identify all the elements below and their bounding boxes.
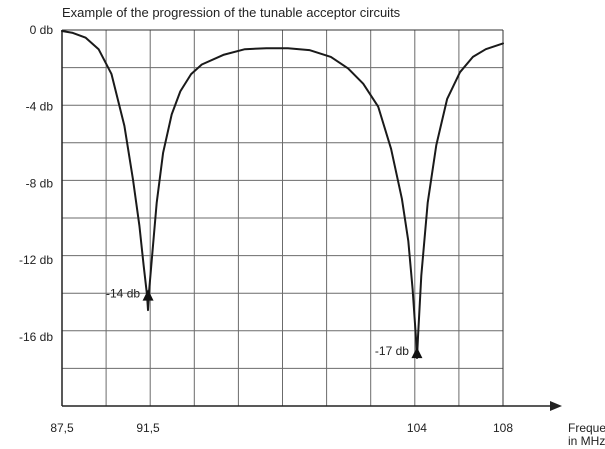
x-tick-label: 91,5 [136,421,160,435]
y-tick-label: -12 db [19,253,53,267]
x-tick-label: 104 [407,421,427,435]
series-line [61,30,504,359]
x-axis-title-line-2: in MHz [568,434,605,448]
y-tick-label: -8 db [26,176,54,190]
notch-marker [142,289,154,301]
notch-marker [411,347,423,359]
x-tick-label: 108 [493,421,513,435]
notch-label: -17 db [375,344,409,358]
y-tick-label: -4 db [26,100,54,114]
series-layer [61,30,504,359]
x-axis-title-line-1: Frequency [568,421,605,435]
y-tick-label: 0 db [30,23,54,37]
chart-title: Example of the progression of the tunabl… [62,5,401,20]
y-tick-label: -16 db [19,330,53,344]
y-tick-labels: 0 db -4 db -8 db -12 db -16 db [19,23,53,344]
x-axis-arrow [550,401,562,411]
notch-label: -14 db [106,287,140,301]
axes [61,29,562,411]
grid [62,30,503,406]
x-tick-label: 87,5 [50,421,74,435]
markers-layer: -14 db -17 db [106,287,423,359]
x-tick-labels: 87,5 91,5 104 108 [50,421,513,435]
